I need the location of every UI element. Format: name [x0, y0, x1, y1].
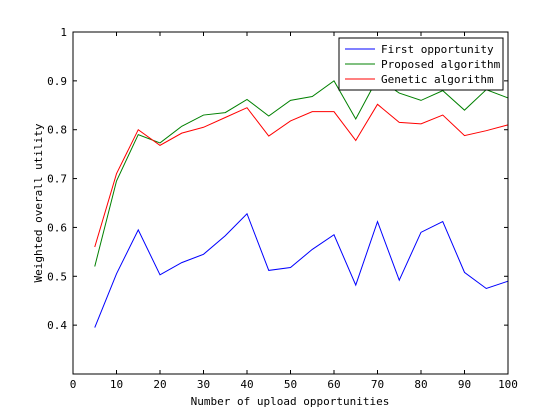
x-tick-label: 70 [371, 378, 384, 391]
tick-layer: 0 10 20 30 40 50 60 70 80 90 100 0.4 0.5 0.6 0.7 0.8 0.9… [47, 26, 518, 391]
x-tick-label: 30 [197, 378, 210, 391]
x-tick-label: 90 [458, 378, 471, 391]
series-layer [94, 77, 509, 328]
x-tick-label: 80 [414, 378, 427, 391]
legend-label: First opportunity [381, 43, 494, 56]
y-tick-label: 0.7 [47, 173, 67, 186]
series-line-first-opportunity [94, 212, 509, 328]
x-tick-label: 100 [498, 378, 518, 391]
legend-label: Genetic algorithm [381, 73, 494, 86]
x-tick-label: 10 [110, 378, 123, 391]
y-tick-label: 1 [60, 26, 67, 39]
y-tick-label: 0.4 [47, 319, 67, 332]
y-tick-label: 0.5 [47, 270, 67, 283]
x-tick-label: 60 [327, 378, 340, 391]
y-tick-label: 0.9 [47, 75, 67, 88]
y-axis-label: Weighted overall utility [32, 123, 45, 282]
series-line-proposed-algorithm [94, 77, 509, 267]
y-tick-label: 0.6 [47, 221, 67, 234]
series-line-genetic-algorithm [94, 103, 509, 248]
x-tick-label: 40 [240, 378, 253, 391]
legend: First opportunity Proposed algorithm Genet… [338, 37, 504, 91]
x-tick-label: 50 [284, 378, 297, 391]
y-tick-label: 0.8 [47, 124, 67, 137]
x-axis-label: Number of upload opportunities [191, 395, 390, 408]
x-tick-label: 20 [153, 378, 166, 391]
legend-label: Proposed algorithm [381, 58, 501, 71]
x-tick-label: 0 [70, 378, 77, 391]
